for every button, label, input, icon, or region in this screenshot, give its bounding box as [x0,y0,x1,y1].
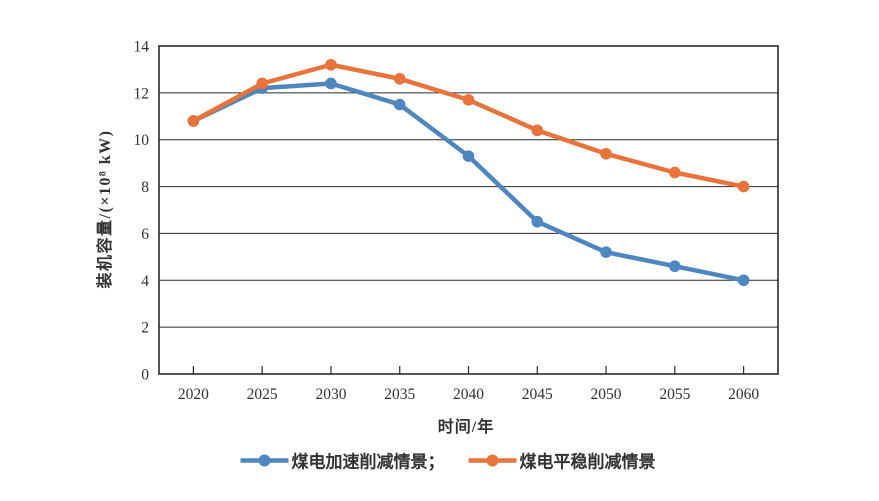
series-1 [187,58,750,193]
data-point-marker [462,150,475,162]
x-tick-label: 2040 [453,386,484,403]
y-tick-label: 14 [134,39,150,56]
x-tick-label: 2025 [247,386,278,403]
y-tick-label: 12 [134,85,150,102]
data-point-marker [600,246,612,258]
x-tick-label: 2035 [384,386,415,403]
y-tick-label: 2 [141,320,149,337]
x-axis-title: 时间/年 [437,419,495,436]
data-point-marker [531,124,544,137]
y-tick-label: 6 [141,226,149,243]
x-tick-label: 2045 [522,386,553,403]
legend-key-blue-line-marker-icon [240,454,289,466]
series-line [191,62,746,189]
legend-label-steady-reduction: 煤电平稳削减情景 [519,452,656,472]
x-tick-label: 2030 [315,386,346,403]
legend-label-accelerated-reduction: 煤电加速削减情景； [291,452,445,472]
data-point-marker [669,166,681,179]
y-tick-label: 0 [141,367,149,384]
data-point-marker [393,98,406,111]
legend-item-steady-reduction: 煤电平稳削减情景 [468,448,656,473]
data-point-marker [737,180,750,193]
x-tick-label: 2055 [659,386,690,403]
legend: 煤电加速削减情景； 煤电平稳削减情景 [240,448,656,473]
x-tick-label: 2020 [178,386,209,403]
data-point-marker [462,94,475,106]
data-point-marker [669,260,681,273]
data-point-marker [600,147,612,160]
y-tick-label: 10 [134,132,150,149]
y-tick-label: 4 [141,273,149,290]
data-point-marker [737,274,750,287]
legend-item-accelerated-reduction: 煤电加速削减情景； [240,448,445,473]
series-0 [187,77,750,287]
x-tick-label: 2050 [591,386,622,403]
y-tick-label: 8 [141,179,149,196]
legend-key-orange-line-marker-icon [468,454,517,466]
data-point-marker [187,115,200,127]
data-point-marker [531,215,544,228]
x-axis-ticks-and-labels: 2020 2025 2030 2035 2040 2045 2050 2055 2060 [178,366,759,403]
data-point-marker [256,77,268,90]
data-point-marker [393,73,406,85]
x-tick-label: 2060 [728,386,759,403]
data-point-marker [325,58,337,71]
y-axis-title: 装机容量/(×10⁸ kW) [97,129,114,289]
gridlines [159,92,778,328]
data-point-marker [325,77,337,90]
y-axis-tick-labels: 0 2 4 6 8 10 12 14 [134,39,150,384]
series-line [191,81,746,283]
